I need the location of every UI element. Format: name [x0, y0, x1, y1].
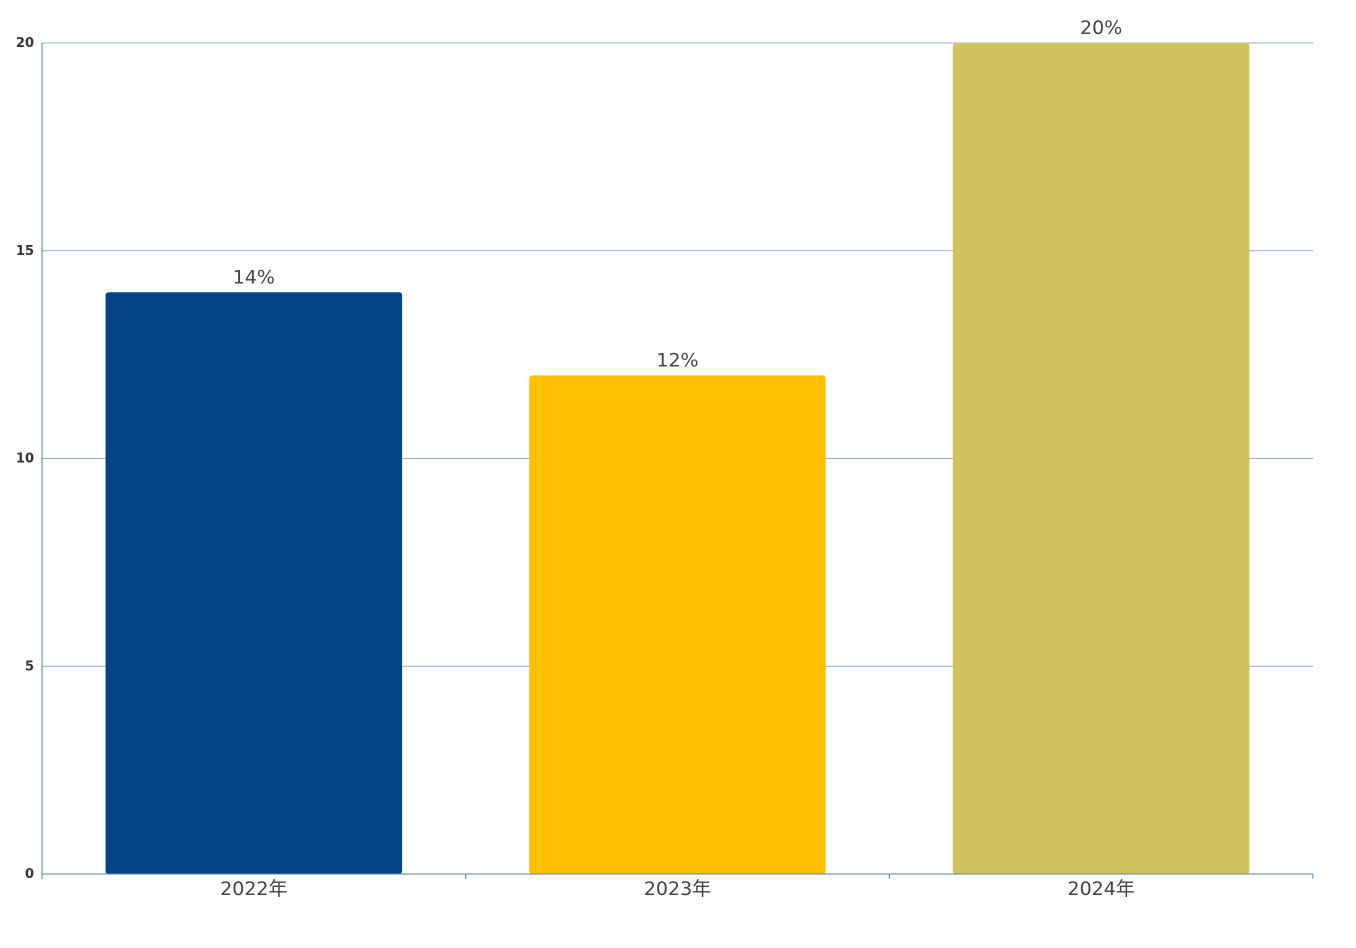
bar[interactable] [105, 292, 403, 874]
data-label: 14% [233, 266, 275, 288]
labels: 0 5 10 15 20 14% 2022年 12% 2023年 20% 2024年 [16, 17, 1135, 900]
bar[interactable] [529, 375, 826, 874]
y-tick-label: 10 [16, 452, 34, 467]
data-label: 12% [656, 349, 698, 371]
data-label: 20% [1080, 17, 1122, 39]
y-tick-label: 15 [16, 244, 34, 259]
bars [105, 43, 1250, 874]
axes [41, 43, 1314, 879]
x-tick-label: 2024年 [1067, 878, 1134, 900]
bar[interactable] [952, 43, 1250, 874]
y-tick-label: 0 [25, 867, 34, 882]
x-tick-label: 2022年 [220, 878, 287, 900]
y-tick-label: 5 [25, 659, 34, 674]
y-tick-label: 20 [16, 36, 34, 51]
x-tick-label: 2023年 [644, 878, 711, 900]
